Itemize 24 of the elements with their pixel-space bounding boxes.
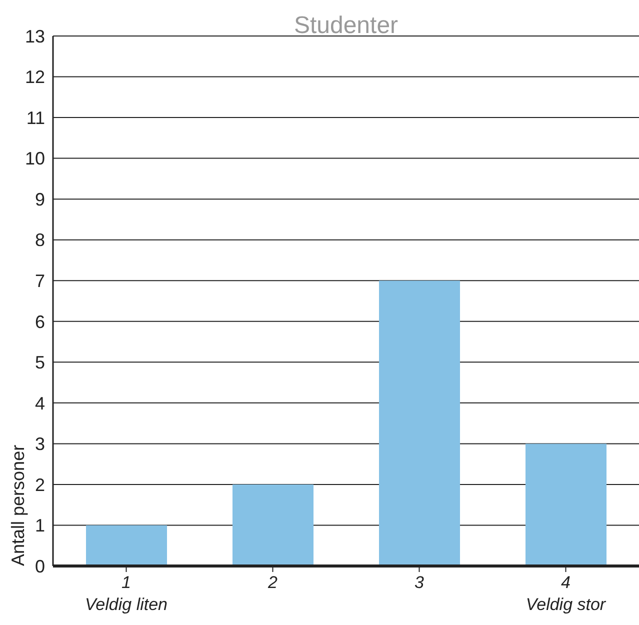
y-tick-label: 7: [34, 271, 45, 292]
y-tick-label: 13: [24, 26, 45, 46]
x-tick-label: 2: [267, 573, 278, 592]
y-tick-label: 4: [34, 393, 45, 414]
y-tick-label: 9: [34, 189, 45, 210]
y-tick-label: 3: [34, 434, 45, 454]
bar: [86, 525, 167, 566]
chart-title: Studenter: [292, 12, 400, 40]
y-tick-label: 1: [34, 516, 45, 536]
y-tick-label: 6: [34, 312, 45, 332]
y-tick-label: 10: [24, 148, 45, 169]
x-tick-label: 1 Veldig liten: [84, 573, 168, 614]
x-tick-label: 3: [414, 573, 425, 592]
bar: [526, 444, 606, 566]
y-tick-label: 12: [24, 67, 45, 88]
y-tick-label: 0: [34, 556, 45, 576]
y-tick-label: 5: [34, 352, 45, 373]
x-tick-label: 4 Veldig stor: [526, 573, 607, 614]
y-tick-label: 2: [34, 474, 45, 495]
bar: [379, 280, 460, 566]
y-tick-label: 8: [34, 230, 45, 250]
y-axis-title: Antall personer: [8, 444, 28, 566]
bar: [232, 484, 314, 566]
y-tick-label: 11: [26, 108, 45, 128]
